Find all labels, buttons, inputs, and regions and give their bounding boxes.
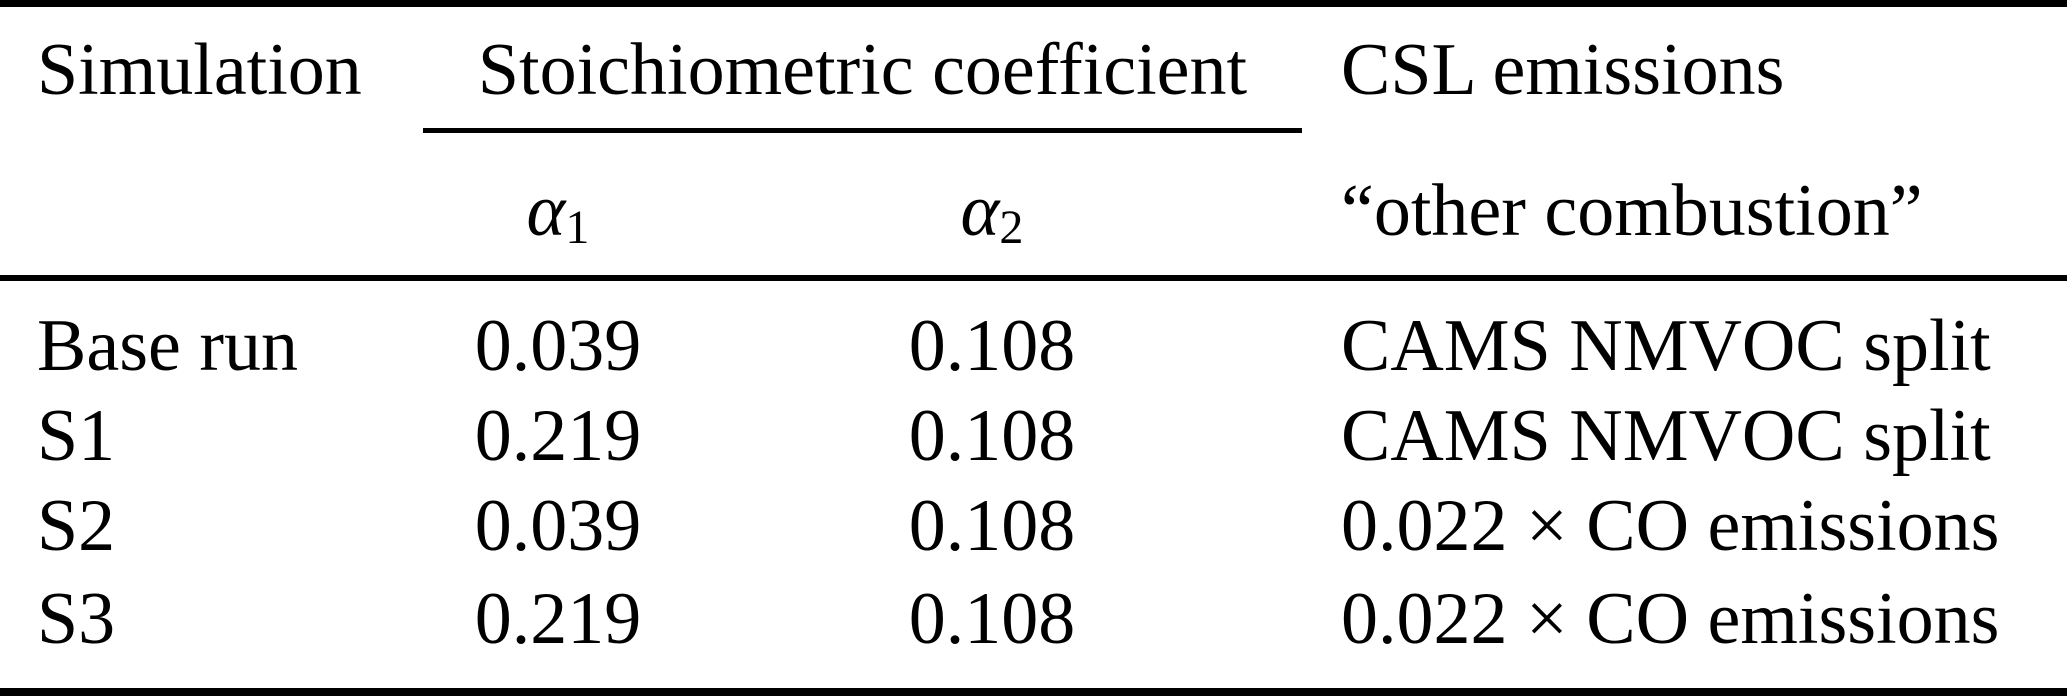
table-bottom-rule [0,688,2067,696]
table-row: Base run 0.039 0.108 CAMS NMVOC split [0,309,2067,383]
cell-alpha2: 0.108 [908,485,1076,567]
cell-alpha1: 0.219 [474,395,642,477]
cell-alpha1: 0.219 [474,578,642,660]
cell-simulation: S2 [37,485,116,567]
alpha1-subscript: 1 [565,200,590,254]
cell-simulation: Base run [37,305,298,387]
column-header-simulation: Simulation [37,29,362,111]
cell-csl-emissions: CAMS NMVOC split [1341,305,1991,387]
alpha2-subscript: 2 [999,200,1024,254]
column-subheader-other-combustion: “other combustion” [1341,170,1923,252]
table-row: S1 0.219 0.108 CAMS NMVOC split [0,399,2067,473]
column-header-csl-emissions: CSL emissions [1341,29,1785,111]
cell-alpha2: 0.108 [908,395,1076,477]
table-row: S2 0.039 0.108 0.022 × CO emissions [0,489,2067,563]
cell-simulation: S3 [37,578,116,660]
table-top-rule [0,0,2067,7]
cell-csl-emissions: 0.022 × CO emissions [1341,578,2000,660]
cell-alpha2: 0.108 [908,305,1076,387]
table-subheader-row: α1 α2 “other combustion” [0,170,2067,252]
table-header-row: Simulation Stoichiometric coefficient CS… [0,33,2067,107]
cell-alpha1: 0.039 [474,305,642,387]
header-body-divider-rule [0,275,2067,281]
table-row: S3 0.219 0.108 0.022 × CO emissions [0,582,2067,656]
column-header-stoichiometric-coefficient: Stoichiometric coefficient [477,29,1248,111]
column-subheader-alpha1: α1 [423,174,693,251]
cell-alpha1: 0.039 [474,485,642,567]
column-subheader-alpha2: α2 [857,174,1127,251]
alpha2-symbol: α [960,170,1000,252]
cell-simulation: S1 [37,395,116,477]
alpha1-symbol: α [526,170,566,252]
cell-csl-emissions: CAMS NMVOC split [1341,395,1991,477]
cell-alpha2: 0.108 [908,578,1076,660]
stoichiometric-span-rule [423,128,1302,133]
cell-csl-emissions: 0.022 × CO emissions [1341,485,2000,567]
